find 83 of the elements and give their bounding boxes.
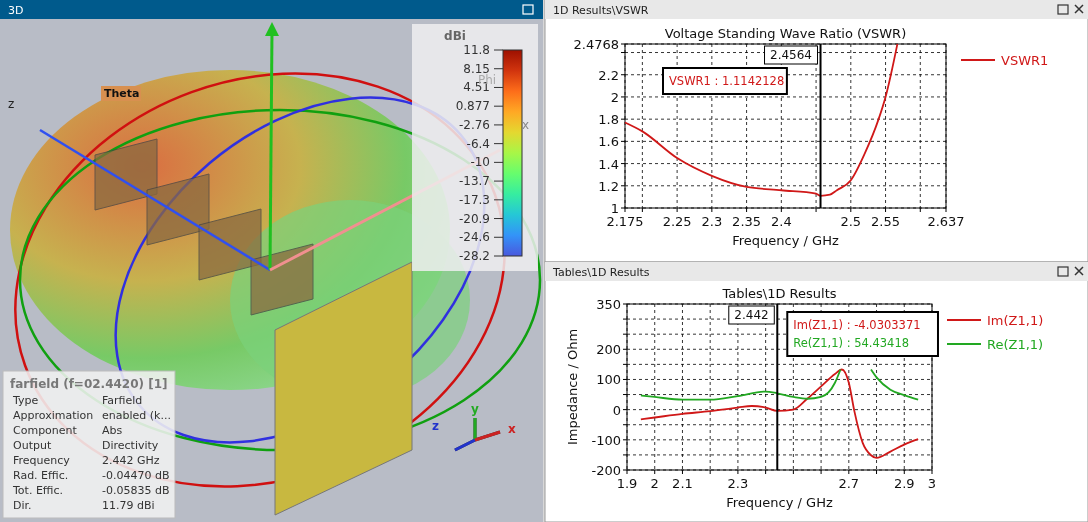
y-tick-label: 2.2 <box>598 67 619 83</box>
text: Component <box>13 424 78 437</box>
x-tick-label: 2.35 <box>732 214 762 229</box>
legend-label: Im(Z1,1) <box>987 313 1044 328</box>
x-tick-label: 2.9 <box>893 476 915 491</box>
text: Directivity <box>102 439 159 452</box>
y-tick-label: -100 <box>591 432 621 448</box>
x-tick-label: 2.5 <box>840 214 862 229</box>
text: Type <box>12 394 39 407</box>
text: Output <box>13 439 52 452</box>
text: -13.7 <box>458 174 490 189</box>
text: -10 <box>470 155 490 170</box>
text: enabled (k... <box>102 409 171 422</box>
text: Tot. Effic. <box>12 484 64 497</box>
y-tick-label: 1.8 <box>598 112 619 128</box>
text: -17.3 <box>458 192 490 207</box>
x-axis-title: Frequency / GHz <box>726 495 833 510</box>
text: -20.9 <box>458 211 490 226</box>
y-tick-label: 0 <box>612 402 621 418</box>
x-tick-label: 2.25 <box>662 214 692 229</box>
x-tick-label: 2.637 <box>927 214 965 229</box>
chart-subtitle: Tables\1D Results <box>552 266 650 279</box>
text: Theta <box>104 87 140 100</box>
text: dBi <box>444 29 466 43</box>
text: Dir. <box>13 499 32 512</box>
text: -28.2 <box>458 249 490 263</box>
text: 0.877 <box>455 99 490 114</box>
text: Approximation <box>13 409 94 422</box>
text: 3D <box>8 4 24 17</box>
y-tick-label: 350 <box>596 297 621 312</box>
text: 11.8 <box>463 43 490 57</box>
x-tick-label: 2 <box>650 476 659 491</box>
legend-label: VSWR1 <box>1001 53 1049 68</box>
y-tick-label: 1 <box>610 201 619 216</box>
text: -24.6 <box>458 230 490 245</box>
y-tick-label: 1.4 <box>598 156 619 172</box>
y-tick-label: 1.6 <box>598 134 619 150</box>
x-axis-title: Frequency / GHz <box>732 233 839 248</box>
x-tick-label: 1.9 <box>616 476 638 491</box>
line-series <box>639 368 920 459</box>
text: y <box>471 402 479 416</box>
chart-subtitle: 1D Results\VSWR <box>553 4 649 17</box>
x-tick-label: 2.4 <box>770 214 792 229</box>
annotation: Re(Z1,1) : 54.43418 <box>793 336 910 350</box>
text: z <box>8 97 15 111</box>
y-axis-title: Impedance / Ohm <box>565 328 580 446</box>
x-tick-label: 2.3 <box>701 214 723 229</box>
y-tick-label: 100 <box>596 372 621 388</box>
y-tick-label: 2 <box>610 89 619 105</box>
y-tick-label: 1.2 <box>598 178 619 194</box>
ref-line-label: 2.442 <box>734 308 769 322</box>
annotation: VSWR1 : 1.1142128 <box>669 74 785 88</box>
x-tick-label: 2.1 <box>672 476 693 491</box>
y-tick-label: 2.4768 <box>573 37 619 52</box>
chart-title: Voltage Standing Wave Ratio (VSWR) <box>664 26 907 41</box>
line-series <box>624 43 899 197</box>
x-tick-label: 2.175 <box>606 214 644 229</box>
text: Farfield <box>102 394 143 407</box>
y-tick-label: 200 <box>596 342 621 358</box>
text: z <box>432 419 439 433</box>
chart-title: Tables\1D Results <box>721 286 837 301</box>
text: Frequency <box>13 454 71 467</box>
text: -2.76 <box>458 117 490 132</box>
text: x <box>508 422 516 436</box>
text: x <box>522 118 530 132</box>
text: 11.79 dBi <box>102 499 155 512</box>
text: Rad. Effic. <box>13 469 69 482</box>
text: 2.442 GHz <box>102 454 160 467</box>
x-tick-label: 2.7 <box>838 476 860 491</box>
x-tick-label: 2.3 <box>727 476 749 491</box>
text: -0.05835 dB <box>102 484 170 497</box>
ref-line-label: 2.4564 <box>770 48 813 62</box>
text: -6.4 <box>466 136 490 151</box>
text: -0.04470 dB <box>102 469 170 482</box>
legend-label: Re(Z1,1) <box>987 337 1044 352</box>
annotation: Im(Z1,1) : -4.0303371 <box>793 318 921 332</box>
x-tick-label: 3 <box>927 476 937 491</box>
text: 8.15 <box>463 61 490 76</box>
y-tick-label: -200 <box>591 463 621 478</box>
text: 4.51 <box>463 80 490 95</box>
text: farfield (f=02.4420) [1] <box>10 377 168 391</box>
text: Abs <box>102 424 123 437</box>
x-tick-label: 2.55 <box>871 214 901 229</box>
